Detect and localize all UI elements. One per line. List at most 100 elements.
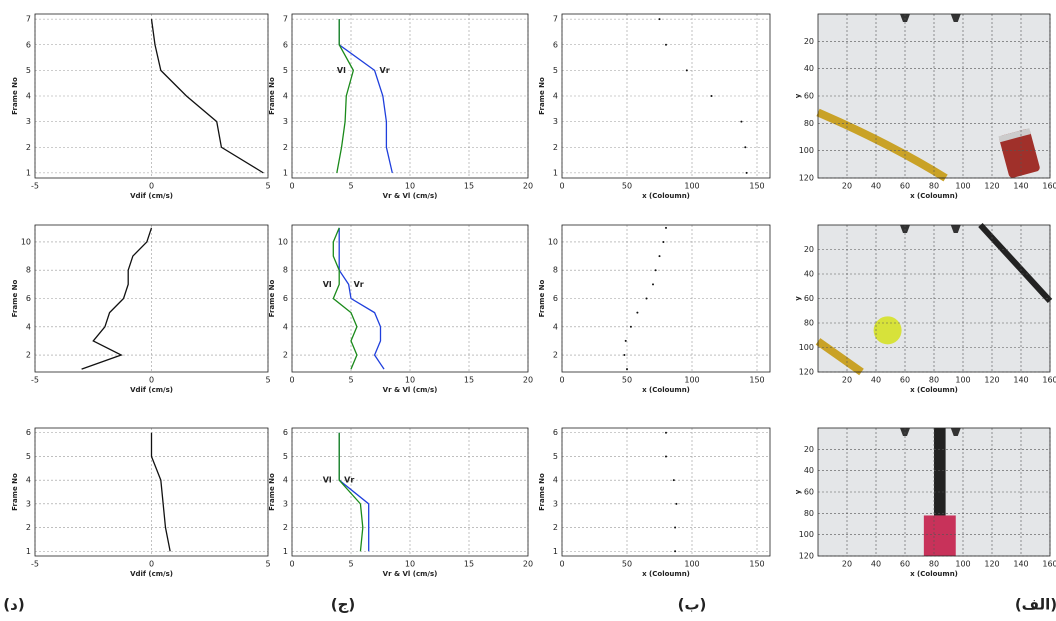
x-tick-label: 120 (984, 560, 999, 569)
x-tick-label: 20 (523, 560, 533, 569)
y-tick-label: 3 (553, 117, 558, 126)
x-axis-label: Vdif (cm/s) (130, 570, 173, 578)
y-tick-label: 5 (553, 66, 558, 75)
x-tick-label: 60 (900, 560, 910, 569)
x-tick-label: 80 (929, 560, 939, 569)
y-axis-label: y (794, 489, 802, 494)
y-tick-label: 7 (553, 15, 558, 24)
y-tick-label: 1 (26, 547, 31, 556)
y-tick-label: 80 (804, 119, 814, 128)
x-tick-label: 0 (149, 560, 154, 569)
x-tick-label: 40 (871, 376, 881, 385)
point (710, 95, 713, 97)
series-line (336, 19, 355, 173)
y-tick-label: 6 (26, 428, 31, 437)
point (629, 325, 632, 328)
x-axis-label: x (Coloumn) (642, 386, 690, 394)
axes-frame (561, 224, 771, 373)
point (665, 431, 667, 434)
point (658, 255, 661, 258)
x-tick-label: 50 (622, 182, 632, 191)
y-tick-label: 1 (283, 168, 288, 177)
x-tick-label: 15 (464, 376, 474, 385)
series-label: Vr (344, 476, 354, 485)
x-axis-label: Vr & Vl (cm/s) (383, 192, 438, 200)
y-tick-label: 4 (26, 322, 31, 331)
y-axis-label: Frame No (268, 77, 276, 115)
y-axis-label: Frame No (538, 77, 546, 115)
y-tick-label: 1 (26, 168, 31, 177)
x-tick-label: 10 (405, 376, 415, 385)
axes-frame (561, 427, 771, 557)
y-axis-label: Frame No (11, 473, 19, 511)
x-axis-label: Vdif (cm/s) (130, 386, 173, 394)
y-axis-label: y (794, 93, 802, 98)
series-line (338, 432, 364, 552)
object-top (998, 128, 1031, 143)
y-tick-label: 3 (553, 499, 558, 508)
x-tick-label: 100 (684, 376, 699, 385)
axes-frame (291, 13, 529, 179)
plot-area (562, 428, 770, 556)
y-tick-label: 4 (26, 476, 31, 485)
y-tick-label: 60 (804, 488, 814, 497)
point (665, 226, 667, 229)
series-line (81, 227, 153, 370)
x-tick-label: 0 (559, 376, 564, 385)
x-axis-label: x (Coloumn) (910, 192, 958, 200)
point (672, 479, 675, 482)
x-tick-label: 120 (984, 182, 999, 191)
x-tick-label: 20 (523, 182, 533, 191)
y-tick-label: 3 (283, 499, 288, 508)
y-tick-label: 4 (553, 476, 558, 485)
y-tick-label: 3 (283, 117, 288, 126)
x-tick-label: 5 (348, 182, 353, 191)
y-tick-label: 40 (804, 270, 814, 279)
y-tick-label: 6 (553, 40, 558, 49)
x-tick-label: 160 (1042, 560, 1056, 569)
point (665, 43, 667, 46)
y-tick-label: 3 (26, 499, 31, 508)
y-tick-label: 5 (283, 452, 288, 461)
point (652, 283, 654, 286)
y-tick-label: 20 (804, 445, 814, 454)
x-tick-label: 100 (955, 182, 970, 191)
panel-label: (د) (3, 596, 24, 614)
axes-frame (817, 427, 1051, 557)
axes-frame (34, 224, 269, 373)
x-tick-label: 20 (842, 560, 852, 569)
y-axis-label: Frame No (268, 279, 276, 317)
photo-scene (816, 14, 1040, 182)
y-tick-label: 2 (283, 351, 288, 360)
x-tick-label: 100 (684, 182, 699, 191)
x-tick-label: 40 (871, 182, 881, 191)
y-tick-label: 3 (26, 117, 31, 126)
y-tick-label: 10 (548, 237, 558, 246)
y-tick-label: 4 (283, 92, 288, 101)
axes-frame (561, 13, 771, 179)
x-tick-label: 150 (749, 560, 764, 569)
x-tick-label: 160 (1042, 376, 1056, 385)
y-tick-label: 60 (804, 92, 814, 101)
point (624, 339, 627, 342)
x-tick-label: 100 (955, 560, 970, 569)
x-tick-label: -5 (31, 182, 39, 191)
point (658, 18, 661, 21)
x-tick-label: 40 (871, 560, 881, 569)
y-axis-label: y (794, 296, 802, 301)
x-tick-label: 100 (955, 376, 970, 385)
y-axis-label: Frame No (11, 77, 19, 115)
y-tick-label: 10 (21, 237, 31, 246)
y-tick-label: 6 (283, 428, 288, 437)
x-tick-label: 0 (559, 560, 564, 569)
y-tick-label: 4 (283, 322, 288, 331)
object (873, 316, 902, 345)
y-tick-label: 6 (26, 294, 31, 303)
x-tick-label: 50 (622, 376, 632, 385)
y-tick-label: 6 (26, 40, 31, 49)
y-tick-label: 2 (553, 351, 558, 360)
point (745, 171, 748, 174)
y-tick-label: 40 (804, 64, 814, 73)
x-tick-label: 0 (149, 376, 154, 385)
